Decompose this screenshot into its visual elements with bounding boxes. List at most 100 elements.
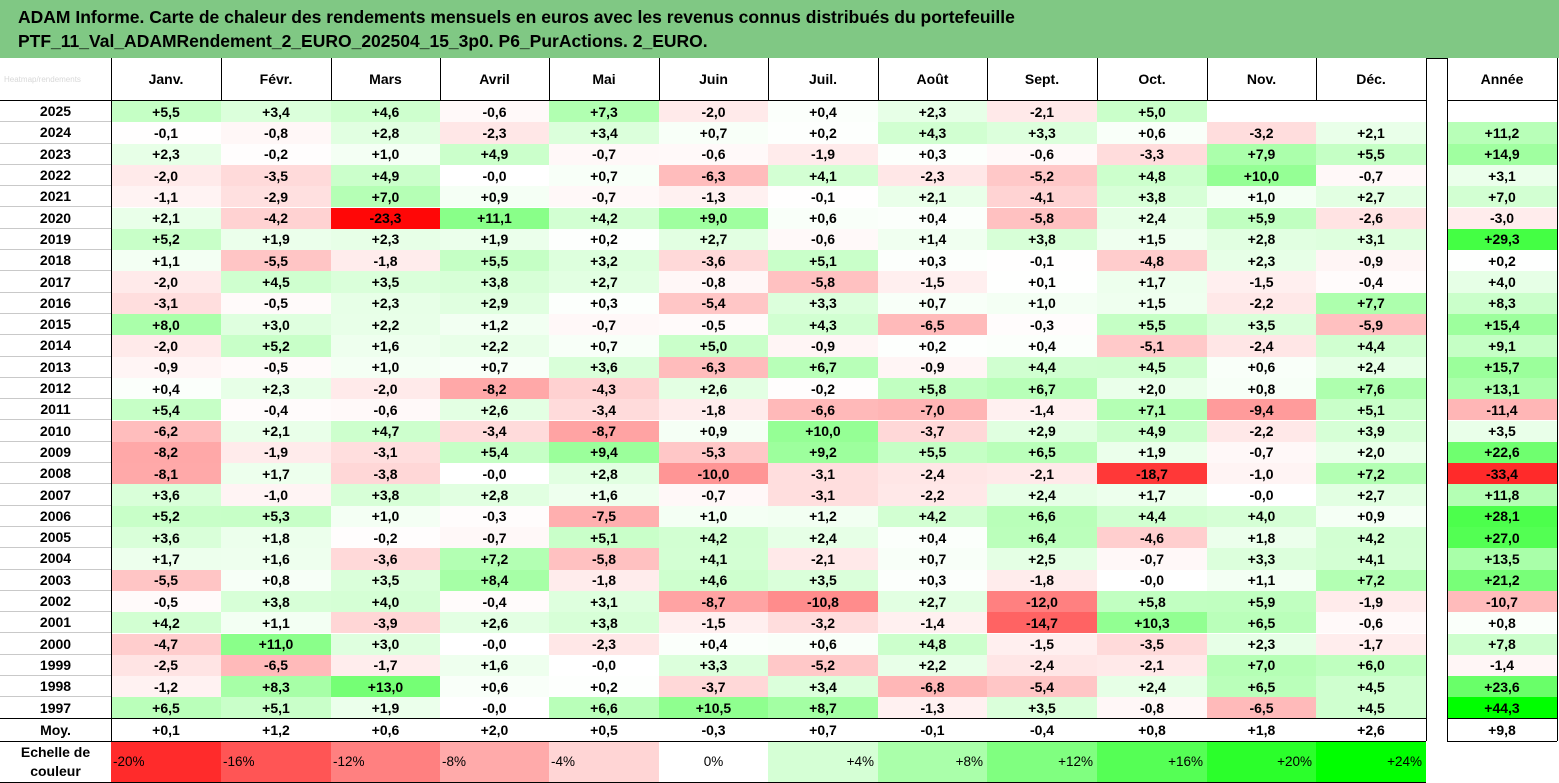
- heatmap-cell: +2,6: [659, 377, 768, 400]
- heatmap-cell: -6,3: [659, 356, 768, 378]
- heatmap-cell: -3,9: [331, 612, 440, 634]
- heatmap-cell: -0,5: [221, 356, 331, 378]
- report-header: ADAM Informe. Carte de chaleur des rende…: [0, 0, 1559, 58]
- heatmap-cell: -6,2: [111, 420, 221, 442]
- average-cell: +2,0: [480, 721, 509, 738]
- heatmap-cell: +2,6: [440, 612, 549, 634]
- heatmap-cell: +1,0: [1207, 186, 1316, 208]
- annual-cell: +7,8: [1447, 633, 1557, 655]
- heatmap-cell: +13,0: [331, 676, 440, 698]
- month-header-2: Mars: [369, 71, 402, 87]
- heatmap-cell: +0,4: [878, 527, 987, 549]
- year-label-2025: 2025: [0, 101, 111, 123]
- average-rule-bottom-annual: [1447, 740, 1557, 742]
- heatmap-cell: -0,6: [659, 143, 768, 165]
- average-rule-top-annual: [1447, 717, 1557, 719]
- heatmap-cell: -1,3: [659, 186, 768, 208]
- heatmap-cell: -0,7: [549, 314, 659, 336]
- heatmap-cell: -0,9: [768, 335, 878, 357]
- heatmap-cell: +1,5: [1097, 292, 1207, 314]
- heatmap-cell: +3,8: [987, 228, 1097, 251]
- heatmap-cell: +5,1: [1316, 399, 1426, 421]
- heatmap-cell: +1,9: [331, 697, 440, 719]
- heatmap-cell: -3,7: [878, 420, 987, 442]
- heatmap-cell: -10,0: [659, 463, 768, 485]
- annual-right-rule: [1557, 58, 1558, 741]
- heatmap-cell: -0,7: [1207, 441, 1316, 464]
- annual-cell: -10,7: [1447, 590, 1557, 613]
- heatmap-cell: +0,7: [549, 335, 659, 357]
- heatmap-cell: -1,2: [111, 676, 221, 698]
- heatmap-cell: -2,2: [878, 484, 987, 506]
- heatmap-cell: +3,5: [331, 271, 440, 293]
- annual-cell: +11,8: [1447, 484, 1557, 506]
- header-divider-8: [1097, 58, 1098, 100]
- heatmap-cell: -0,5: [111, 590, 221, 613]
- heatmap-cell: +4,2: [111, 612, 221, 634]
- heatmap-cell: -5,1: [1097, 335, 1207, 357]
- heatmap-cell: -5,8: [768, 271, 878, 293]
- heatmap-cell: -5,8: [549, 548, 659, 570]
- heatmap-cell: +3,0: [331, 633, 440, 655]
- heatmap-cell: +3,8: [1097, 186, 1207, 208]
- year-label-2006: 2006: [0, 506, 111, 527]
- annual-cell: -11,4: [1447, 399, 1557, 421]
- heatmap-cell: +1,2: [768, 505, 878, 527]
- heatmap-cell: +6,6: [549, 697, 659, 719]
- heatmap-cell: +4,5: [1316, 697, 1426, 719]
- heatmap-cell: -1,8: [549, 569, 659, 591]
- annual-cell: +29,3: [1447, 228, 1557, 251]
- heatmap-cell: +1,1: [1207, 569, 1316, 591]
- heatmap-cell: -2,9: [221, 186, 331, 208]
- heatmap-cell: +3,3: [659, 654, 768, 677]
- heatmap-cell: +4,6: [659, 569, 768, 591]
- heatmap-cell: +2,8: [549, 463, 659, 485]
- heatmap-cell: +2,4: [987, 484, 1097, 506]
- heatmap-cell: +5,4: [440, 441, 549, 464]
- heatmap-cell: -3,1: [331, 441, 440, 464]
- heatmap-cell: -3,4: [549, 399, 659, 421]
- heatmap-cell: +6,6: [987, 505, 1097, 527]
- heatmap-cell: -10,8: [768, 590, 878, 613]
- heatmap-cell: +1,6: [221, 548, 331, 570]
- heatmap-cell: +5,1: [768, 250, 878, 272]
- average-cell: -0,1: [920, 721, 945, 738]
- heatmap-cell: +2,7: [659, 228, 768, 251]
- heatmap-cell: -0,6: [987, 143, 1097, 165]
- heatmap-cell: +4,7: [331, 420, 440, 442]
- color-scale-swatch: 0%: [659, 740, 768, 783]
- heatmap-cell: -0,7: [1097, 548, 1207, 570]
- heatmap-cell: +1,0: [331, 505, 440, 527]
- heatmap-cell: -3,1: [768, 463, 878, 485]
- heatmap-cell: -0,6: [768, 228, 878, 251]
- heatmap-cell: +2,2: [331, 314, 440, 336]
- heatmap-cell: +2,5: [987, 548, 1097, 570]
- annual-cell: +21,2: [1447, 569, 1557, 591]
- heatmap-cell: -14,7: [987, 612, 1097, 634]
- month-header-10: Nov.: [1246, 71, 1277, 87]
- heatmap-cell: -1,7: [331, 654, 440, 677]
- heatmap-cell: +1,5: [1097, 228, 1207, 251]
- report-title-line-1: ADAM Informe. Carte de chaleur des rende…: [18, 7, 1015, 27]
- heatmap-cell: +5,5: [111, 101, 221, 123]
- annual-cell: -33,4: [1447, 463, 1557, 485]
- heatmap-cell: -8,1: [111, 463, 221, 485]
- heatmap-cell: +3,5: [987, 697, 1097, 719]
- heatmap-cell: +0,6: [768, 207, 878, 229]
- header-divider-1: [331, 58, 332, 100]
- heatmap-cell: -0,0: [440, 463, 549, 485]
- color-scale-swatch: +24%: [1316, 740, 1426, 783]
- heatmap-cell: +1,8: [221, 527, 331, 549]
- header-divider-7: [987, 58, 988, 100]
- heatmap-cell: +1,6: [549, 484, 659, 506]
- heatmap-cell: +7,1: [1097, 399, 1207, 421]
- heatmap-cell: +6,5: [111, 697, 221, 719]
- heatmap-cell: +6,4: [987, 527, 1097, 549]
- heatmap-cell: -2,5: [111, 654, 221, 677]
- heatmap-cell: -1,9: [1316, 590, 1426, 613]
- heatmap-cell: -2,2: [1207, 420, 1316, 442]
- heatmap-cell: -3,5: [1097, 633, 1207, 655]
- color-scale-swatch: +16%: [1097, 740, 1207, 783]
- heatmap-cell: +4,6: [331, 101, 440, 123]
- heatmap-cell: +0,6: [768, 633, 878, 655]
